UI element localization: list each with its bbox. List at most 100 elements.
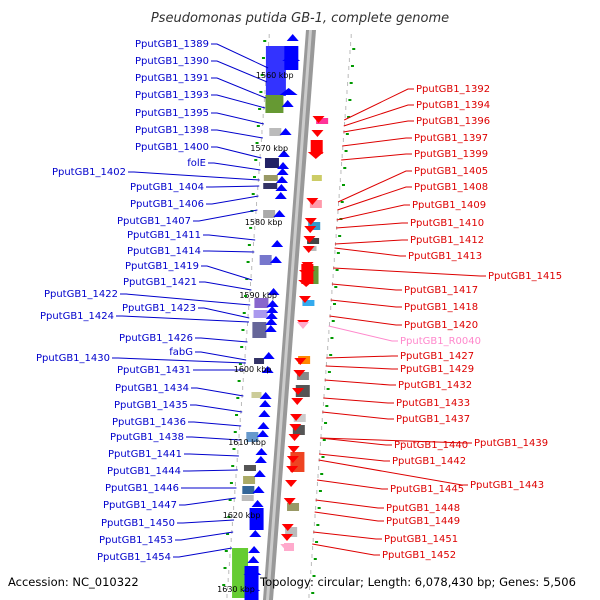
gene-label-left[interactable]: PputGB1_1441 xyxy=(108,449,182,460)
gene-label-left[interactable]: PputGB1_1404 xyxy=(130,182,204,193)
gene-label-right[interactable]: PputGB1_1439 xyxy=(474,438,548,449)
track-edge xyxy=(316,482,318,486)
gene-label-left[interactable]: PputGB1_1435 xyxy=(114,400,188,411)
forward-gene-arrow xyxy=(275,184,288,191)
gene-label-right[interactable]: PputGB1_R0040 xyxy=(400,336,481,347)
gene-label-left[interactable]: PputGB1_1393 xyxy=(135,90,209,101)
track-edge xyxy=(333,258,335,262)
gene-label-right[interactable]: PputGB1_1451 xyxy=(384,534,458,545)
gene-label-right[interactable]: PputGB1_1443 xyxy=(470,480,544,491)
gene-label-right[interactable]: PputGB1_1429 xyxy=(400,364,474,375)
gene-label-right[interactable]: PputGB1_1442 xyxy=(392,456,466,467)
gene-label-left[interactable]: PputGB1_1447 xyxy=(103,500,177,511)
leader-line xyxy=(188,421,242,427)
reverse-gene-arrow xyxy=(304,226,317,233)
track-edge xyxy=(320,434,322,438)
gene-label-right[interactable]: PputGB1_1420 xyxy=(404,320,478,331)
gene-label-left[interactable]: folE xyxy=(187,158,206,169)
track-edge xyxy=(233,498,235,502)
kbp-label: 1560 kbp xyxy=(256,71,294,80)
gene-label-right[interactable]: PputGB1_1437 xyxy=(396,414,470,425)
kbp-label: 1610 kbp xyxy=(228,438,266,447)
gene-label-left[interactable]: PputGB1_1421 xyxy=(123,277,197,288)
gene-label-right[interactable]: PputGB1_1440 xyxy=(394,440,468,451)
track-edge xyxy=(349,50,351,54)
gene-label-right[interactable]: PputGB1_1399 xyxy=(414,149,488,160)
gene-label-left[interactable]: PputGB1_1424 xyxy=(40,311,114,322)
leader-line xyxy=(322,411,394,420)
gene-label-right[interactable]: PputGB1_1397 xyxy=(414,133,488,144)
gene-label-right[interactable]: PputGB1_1410 xyxy=(410,218,484,229)
gene-label-left[interactable]: PputGB1_1438 xyxy=(110,432,184,443)
gene-label-left[interactable]: PputGB1_1431 xyxy=(117,365,191,376)
gene-label-right[interactable]: PputGB1_1449 xyxy=(386,516,460,527)
gene-label-left[interactable]: PputGB1_1398 xyxy=(135,125,209,136)
gene-label-left[interactable]: PputGB1_1436 xyxy=(112,417,186,428)
gene-label-right[interactable]: PputGB1_1413 xyxy=(408,251,482,262)
tick-mark xyxy=(331,320,335,322)
gene-label-left[interactable]: PputGB1_1453 xyxy=(99,535,173,546)
gene-label-right[interactable]: PputGB1_1448 xyxy=(386,503,460,514)
gene-block xyxy=(253,310,268,318)
gene-label-right[interactable]: PputGB1_1394 xyxy=(416,100,490,111)
gene-label-left[interactable]: PputGB1_1430 xyxy=(36,353,110,364)
gene-label-left[interactable]: PputGB1_1450 xyxy=(101,518,175,529)
tick-mark xyxy=(229,482,233,484)
leader-line xyxy=(116,315,250,323)
tick-mark xyxy=(316,524,320,526)
gene-block xyxy=(287,503,300,511)
leader-line xyxy=(211,60,268,83)
gene-label-right[interactable]: PputGB1_1392 xyxy=(416,84,490,95)
track-edge xyxy=(253,242,255,246)
gene-label-left[interactable]: PputGB1_1391 xyxy=(135,73,209,84)
gene-label-left[interactable]: PputGB1_1402 xyxy=(52,167,126,178)
gene-label-right[interactable]: PputGB1_1432 xyxy=(398,380,472,391)
gene-block xyxy=(251,392,262,398)
gene-label-right[interactable]: PputGB1_1433 xyxy=(396,398,470,409)
reverse-gene-arrow xyxy=(293,370,306,377)
tick-mark xyxy=(224,550,228,552)
gene-label-left[interactable]: PputGB1_1419 xyxy=(125,261,199,272)
gene-label-right[interactable]: PputGB1_1405 xyxy=(414,166,488,177)
gene-label-right[interactable]: PputGB1_1418 xyxy=(404,302,478,313)
gene-label-right[interactable]: PputGB1_1408 xyxy=(414,182,488,193)
tick-mark xyxy=(223,567,227,569)
gene-label-left[interactable]: PputGB1_1454 xyxy=(97,552,171,563)
tick-mark xyxy=(347,116,351,118)
gene-label-left[interactable]: PputGB1_1446 xyxy=(105,483,179,494)
reverse-gene-arrow xyxy=(280,534,293,541)
gene-label-right[interactable]: PputGB1_1412 xyxy=(410,235,484,246)
gene-label-left[interactable]: PputGB1_1406 xyxy=(130,199,204,210)
gene-label-right[interactable]: PputGB1_1427 xyxy=(400,351,474,362)
gene-label-left[interactable]: PputGB1_1389 xyxy=(135,39,209,50)
gene-label-right[interactable]: PputGB1_1417 xyxy=(404,285,478,296)
gene-label-left[interactable]: fabG xyxy=(169,347,193,358)
gene-label-left[interactable]: PputGB1_1395 xyxy=(135,108,209,119)
forward-gene-arrow xyxy=(251,500,264,507)
gene-label-right[interactable]: PputGB1_1415 xyxy=(488,271,562,282)
gene-label-left[interactable]: PputGB1_1390 xyxy=(135,56,209,67)
leader-line xyxy=(313,531,382,540)
leader-line xyxy=(183,469,238,472)
tick-mark xyxy=(315,541,319,543)
scale-ticks xyxy=(222,34,356,598)
forward-gene-arrow xyxy=(254,456,267,463)
gene-label-right[interactable]: PputGB1_1396 xyxy=(416,116,490,127)
gene-label-right[interactable]: PputGB1_1409 xyxy=(412,200,486,211)
gene-label-left[interactable]: PputGB1_1411 xyxy=(127,230,201,241)
right-leader-lines xyxy=(312,88,486,556)
gene-label-left[interactable]: PputGB1_1414 xyxy=(127,246,201,257)
track-edge xyxy=(331,290,333,294)
gene-label-left[interactable]: PputGB1_1434 xyxy=(115,383,189,394)
gene-label-right[interactable]: PputGB1_1452 xyxy=(382,550,456,561)
gene-label-left[interactable]: PputGB1_1426 xyxy=(119,333,193,344)
gene-label-left[interactable]: PputGB1_1400 xyxy=(135,142,209,153)
gene-label-left[interactable]: PputGB1_1423 xyxy=(122,303,196,314)
reverse-gene-arrow xyxy=(281,524,294,531)
leader-line xyxy=(320,437,472,444)
gene-label-left[interactable]: PputGB1_1407 xyxy=(117,216,191,227)
gene-label-right[interactable]: PputGB1_1445 xyxy=(390,484,464,495)
gene-label-left[interactable]: PputGB1_1444 xyxy=(107,466,181,477)
gene-label-left[interactable]: PputGB1_1422 xyxy=(44,289,118,300)
kbp-labels: 1560 kbp 1570 kbp 1580 kbp 1590 kbp 1600 kbp… xyxy=(217,71,293,594)
